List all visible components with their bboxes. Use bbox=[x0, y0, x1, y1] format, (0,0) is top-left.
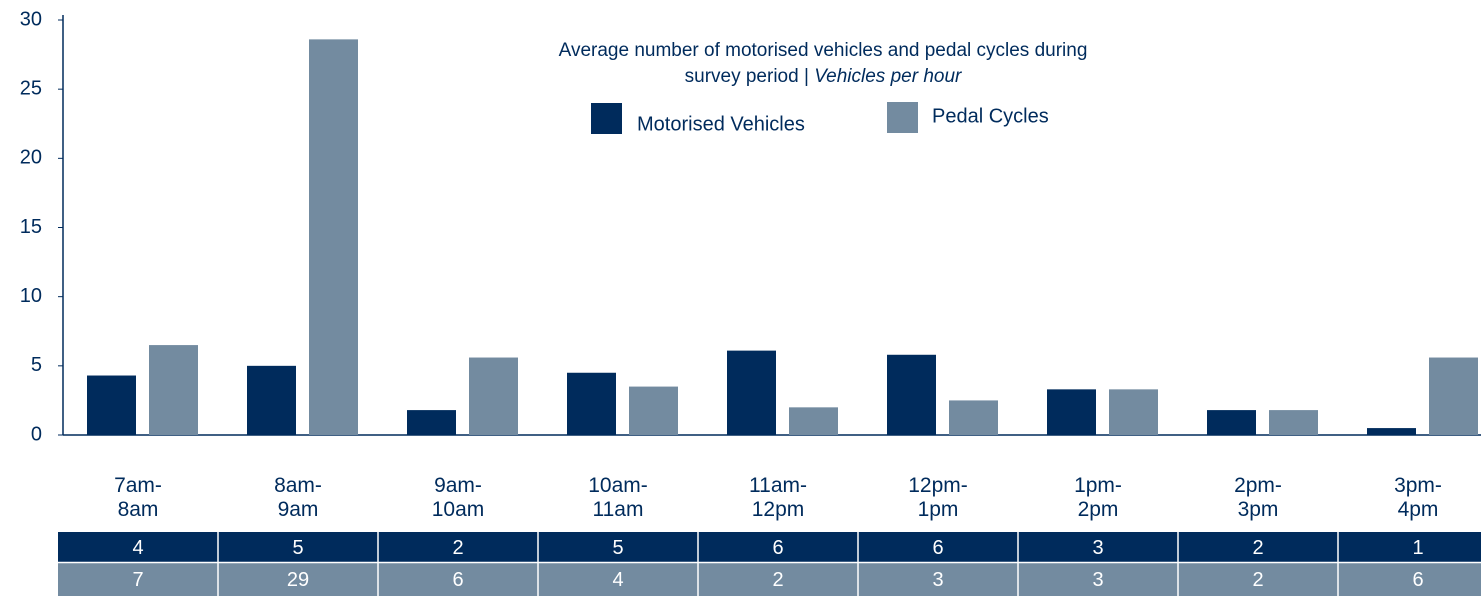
x-tick-label: 7am- 8am bbox=[114, 474, 162, 521]
x-tick-label: 2pm- 3pm bbox=[1234, 474, 1282, 521]
chart-title: Average number of motorised vehicles and… bbox=[558, 40, 1088, 87]
x-tick-label: 1pm- 2pm bbox=[1074, 474, 1122, 521]
table-cell: 2 bbox=[1252, 569, 1263, 591]
y-tick-label: 15 bbox=[20, 216, 42, 238]
table-cell: 3 bbox=[932, 569, 943, 591]
table-cell: 2 bbox=[772, 569, 783, 591]
bar bbox=[567, 372, 616, 435]
table-cell: 7 bbox=[132, 569, 143, 591]
bar bbox=[629, 386, 678, 435]
y-tick-label: 25 bbox=[20, 77, 42, 99]
bar bbox=[407, 410, 456, 435]
y-tick-label: 20 bbox=[20, 147, 42, 169]
table-cell: 6 bbox=[932, 537, 943, 559]
x-tick-label: 10am- 11am bbox=[588, 474, 648, 521]
bar bbox=[1207, 410, 1256, 435]
x-tick-label: 12pm- 1pm bbox=[908, 474, 968, 521]
table-cell: 4 bbox=[132, 537, 143, 559]
table-cell: 6 bbox=[452, 569, 463, 591]
y-tick-label: 30 bbox=[20, 8, 42, 30]
table-cell: 5 bbox=[612, 537, 623, 559]
bar bbox=[949, 400, 998, 435]
x-tick-label: 3pm- 4pm bbox=[1394, 474, 1442, 521]
table-cell: 2 bbox=[452, 537, 463, 559]
table-cell: 29 bbox=[287, 569, 309, 591]
table-cell: 5 bbox=[292, 537, 303, 559]
legend-label: Motorised Vehicles bbox=[637, 113, 805, 135]
bar bbox=[789, 407, 838, 435]
bar bbox=[247, 365, 296, 435]
bar bbox=[1269, 410, 1318, 435]
legend-swatch bbox=[887, 102, 918, 133]
bar bbox=[149, 345, 198, 435]
bar bbox=[469, 357, 518, 435]
legend-swatch bbox=[591, 103, 622, 134]
bar bbox=[1429, 357, 1478, 435]
table-cell: 6 bbox=[1412, 569, 1423, 591]
table-cell: 6 bbox=[772, 537, 783, 559]
x-tick-label: 8am- 9am bbox=[274, 474, 322, 521]
table-row bbox=[58, 532, 1481, 563]
legend-label: Pedal Cycles bbox=[932, 105, 1049, 127]
table-cell: 2 bbox=[1252, 537, 1263, 559]
bar bbox=[727, 350, 776, 435]
table-cell: 1 bbox=[1412, 537, 1423, 559]
chart-title-block: Average number of motorised vehicles and… bbox=[543, 38, 1103, 90]
table-row bbox=[58, 563, 1481, 596]
bar bbox=[1367, 428, 1416, 435]
table-cell: 3 bbox=[1092, 537, 1103, 559]
table-cell: 3 bbox=[1092, 569, 1103, 591]
bar bbox=[309, 39, 358, 435]
y-tick-label: 5 bbox=[31, 354, 42, 376]
bar bbox=[887, 354, 936, 435]
x-tick-label: 9am- 10am bbox=[431, 474, 485, 521]
bar bbox=[1109, 389, 1158, 435]
y-tick-label: 0 bbox=[31, 423, 42, 445]
chart-subtitle: Vehicles per hour bbox=[814, 66, 962, 87]
bar bbox=[87, 375, 136, 435]
table-cell: 4 bbox=[612, 569, 623, 591]
bar bbox=[1047, 389, 1096, 435]
y-tick-label: 10 bbox=[20, 285, 42, 307]
x-tick-label: 11am- 12pm bbox=[749, 474, 807, 521]
